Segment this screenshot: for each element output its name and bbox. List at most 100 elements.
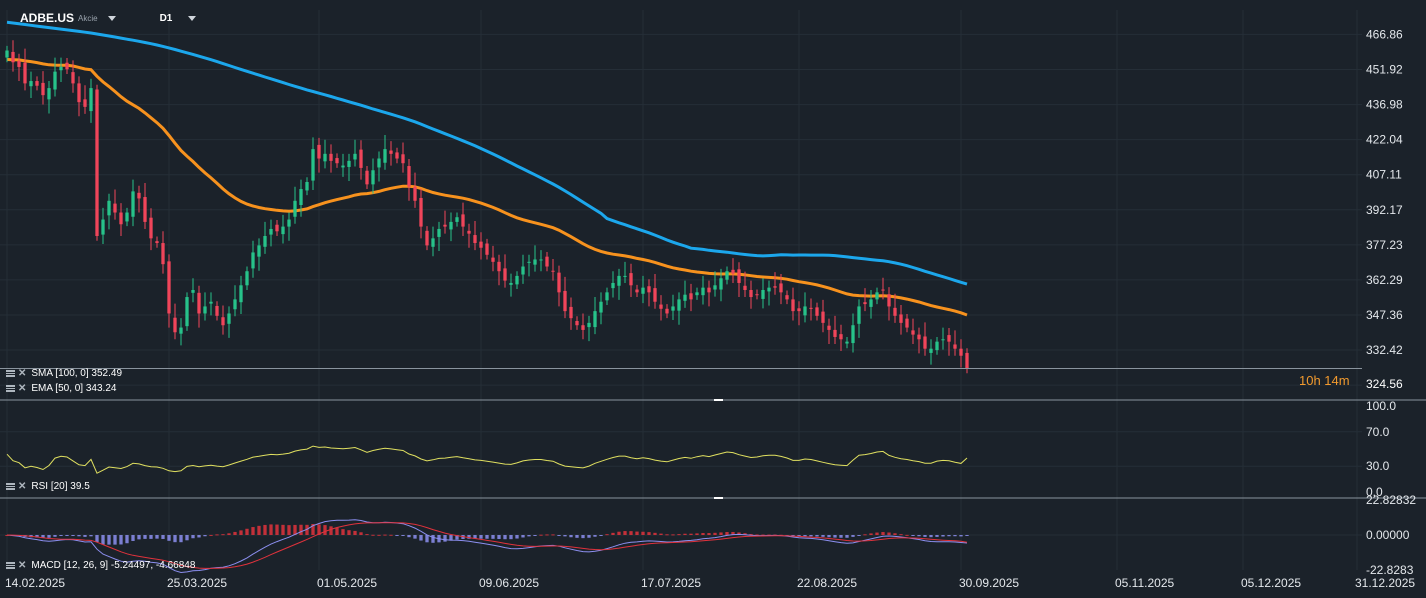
macd-histogram-bar bbox=[401, 535, 405, 536]
candle-body bbox=[959, 348, 963, 356]
candle-body bbox=[245, 271, 249, 286]
macd-histogram-bar bbox=[371, 534, 375, 536]
macd-histogram-bar bbox=[713, 532, 717, 535]
macd-histogram-bar bbox=[443, 535, 447, 542]
macd-histogram-bar bbox=[329, 526, 333, 535]
indicator-settings-icon[interactable] bbox=[6, 385, 15, 392]
macd-histogram-bar bbox=[569, 535, 573, 538]
macd-histogram-bar bbox=[833, 535, 837, 538]
y-tick-label: 451.92 bbox=[1366, 62, 1403, 76]
candle-body bbox=[125, 212, 129, 222]
macd-histogram-bar bbox=[257, 525, 261, 536]
macd-histogram-bar bbox=[557, 535, 561, 536]
candle-body bbox=[425, 230, 429, 246]
macd-histogram-bar bbox=[887, 532, 891, 535]
candle-body bbox=[803, 306, 807, 316]
macd-histogram-bar bbox=[875, 532, 879, 535]
candle-body bbox=[371, 170, 375, 185]
candle-body bbox=[113, 203, 117, 213]
indicator-remove-icon[interactable]: ✕ bbox=[18, 368, 27, 379]
macd-histogram-bar bbox=[191, 535, 195, 539]
candle-body bbox=[665, 308, 669, 314]
macd-histogram-bar bbox=[245, 528, 249, 536]
macd-histogram-bar bbox=[359, 532, 363, 535]
macd-histogram-bar bbox=[299, 524, 303, 535]
candle-body bbox=[575, 320, 579, 326]
macd-histogram-bar bbox=[419, 535, 423, 541]
macd-histogram-bar bbox=[857, 535, 861, 536]
macd-histogram-bar bbox=[677, 534, 681, 536]
x-tick-label: 31.12.2025 bbox=[1355, 576, 1415, 590]
candle-body bbox=[131, 191, 135, 217]
candle-body bbox=[503, 268, 507, 281]
candle-body bbox=[29, 81, 33, 87]
ema-label: EMA [50, 0] 343.24 bbox=[31, 383, 117, 394]
indicator-settings-icon[interactable] bbox=[6, 562, 15, 569]
candle-body bbox=[563, 290, 567, 312]
macd-histogram-bar bbox=[869, 533, 873, 535]
macd-histogram-bar bbox=[311, 524, 315, 535]
macd-histogram-bar bbox=[65, 535, 69, 536]
macd-histogram-bar bbox=[899, 534, 903, 536]
candle-body bbox=[527, 261, 531, 263]
macd-histogram-bar bbox=[617, 531, 621, 535]
macd-signal-line bbox=[6, 522, 968, 569]
candle-body bbox=[965, 352, 969, 369]
candle-body bbox=[257, 245, 261, 257]
candle-body bbox=[401, 154, 405, 164]
macd-histogram-bar bbox=[587, 535, 591, 538]
candle-body bbox=[59, 66, 63, 71]
macd-histogram-bar bbox=[263, 524, 267, 535]
candle-body bbox=[545, 256, 549, 267]
macd-histogram-bar bbox=[131, 535, 135, 541]
macd-histogram-bar bbox=[905, 534, 909, 536]
candle-body bbox=[413, 186, 417, 201]
candle-body bbox=[533, 259, 537, 265]
candle-body bbox=[137, 192, 141, 199]
indicator-remove-icon[interactable]: ✕ bbox=[18, 383, 27, 394]
candle-body bbox=[923, 336, 927, 349]
candle-body bbox=[143, 197, 147, 222]
candle-body bbox=[173, 317, 177, 333]
candle-body bbox=[209, 301, 213, 304]
macd-histogram-bar bbox=[749, 534, 753, 536]
macd-histogram-bar bbox=[149, 535, 153, 539]
macd-histogram-bar bbox=[731, 531, 735, 536]
last-price-tag: 324.56 bbox=[1362, 376, 1426, 392]
indicator-remove-icon[interactable]: ✕ bbox=[18, 481, 27, 492]
candle-body bbox=[365, 170, 369, 185]
candle-body bbox=[191, 290, 195, 293]
candle-body bbox=[491, 257, 495, 262]
macd-histogram-bar bbox=[521, 535, 525, 538]
macd-histogram-bar bbox=[629, 531, 633, 535]
y-tick-label: 332.42 bbox=[1366, 343, 1403, 357]
macd-legend: ✕ MACD [12, 26, 9] -5.24497, -4.66848 bbox=[6, 560, 195, 571]
timeframe-selector[interactable]: D1 bbox=[159, 12, 173, 24]
candle-body bbox=[485, 243, 489, 255]
macd-histogram-bar bbox=[725, 532, 729, 536]
timeframe-dropdown-icon[interactable] bbox=[188, 15, 197, 21]
candle-countdown: 10h 14m bbox=[1299, 373, 1350, 388]
macd-histogram-bar bbox=[509, 535, 513, 540]
macd-histogram-bar bbox=[71, 535, 75, 536]
candle-body bbox=[497, 261, 501, 272]
indicator-settings-icon[interactable] bbox=[6, 370, 15, 377]
symbol-dropdown-icon[interactable] bbox=[107, 15, 116, 21]
indicator-remove-icon[interactable]: ✕ bbox=[18, 560, 27, 571]
macd-histogram-bar bbox=[101, 535, 105, 545]
symbol-name[interactable]: ADBE.US bbox=[20, 11, 75, 25]
candle-body bbox=[65, 62, 69, 70]
macd-histogram-bar bbox=[95, 535, 99, 543]
candle-body bbox=[185, 297, 189, 327]
x-tick-label: 17.07.2025 bbox=[641, 576, 701, 590]
macd-histogram-bar bbox=[389, 534, 393, 536]
macd-histogram-bar bbox=[917, 535, 921, 537]
macd-histogram-bar bbox=[449, 535, 453, 541]
indicator-settings-icon[interactable] bbox=[6, 483, 15, 490]
macd-histogram-bar bbox=[125, 535, 129, 544]
macd-histogram-bar bbox=[497, 535, 501, 539]
candle-body bbox=[77, 83, 81, 103]
macd-histogram-bar bbox=[599, 535, 603, 536]
candle-body bbox=[581, 325, 585, 330]
